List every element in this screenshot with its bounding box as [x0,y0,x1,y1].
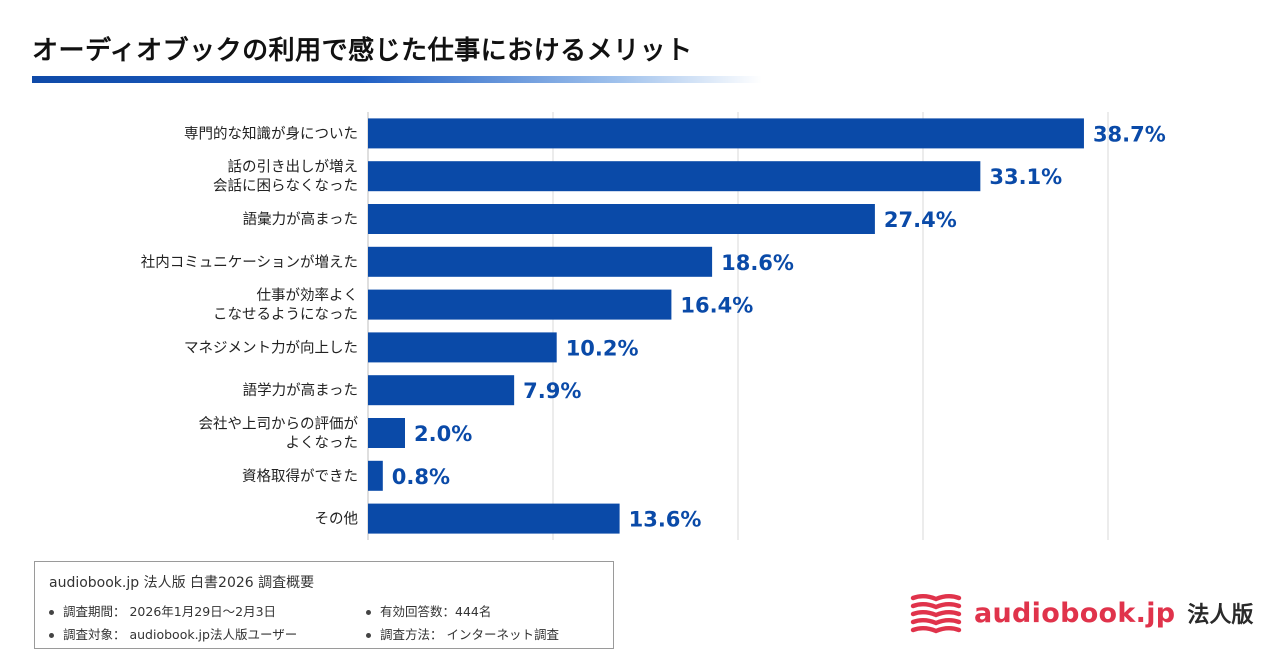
value-label: 16.4% [680,294,753,318]
survey-period-text: 調査期間： 2026年1月29日〜2月3日 [63,604,277,619]
value-label: 0.8% [392,465,450,489]
category-label: 仕事が効率よく [257,287,359,304]
survey-responses-text: 有効回答数：444名 [380,604,492,619]
bars [368,118,1084,534]
survey-responses: 有効回答数：444名 [366,601,491,620]
category-label: 語彙力が高まった [243,211,358,228]
logo-name: audiobook.jp [974,597,1176,629]
category-label: 専門的な知識が身についた [184,125,358,142]
category-label: 会話に困らなくなった [213,178,358,195]
bar [368,375,515,406]
category-label: 資格取得ができた [242,468,358,485]
bar [368,118,1084,149]
survey-summary-box: audiobook.jp 法人版 白書2026 調査概要 調査期間： 2026年… [34,561,614,649]
value-label: 18.6% [721,251,794,275]
value-label: 38.7% [1093,122,1166,146]
survey-method: 調査方法： インターネット調査 [366,624,559,643]
bar [368,332,557,363]
bullet-icon [366,633,371,638]
open-book-icon [910,594,962,634]
title-underline [32,76,762,83]
value-label: 33.1% [989,165,1062,189]
bar [368,204,875,234]
audiobook-logo: audiobook.jp 法人版 [910,592,1253,634]
labels: 38.7% 専門的な知識が身についた 33.1% 話の引き出しが増え会話に困らなくなっ… [141,122,1166,531]
value-label: 7.9% [523,379,581,403]
chart-title: オーディオブックの利用で感じた仕事におけるメリット [32,36,693,66]
category-label: よくなった [286,435,359,452]
bar [368,161,981,192]
survey-summary-title: audiobook.jp 法人版 白書2026 調査概要 [49,575,315,591]
category-label: マネジメント力が向上した [184,339,358,356]
bullet-icon [49,610,54,615]
bar [368,289,672,320]
bar [368,418,405,448]
bar-chart: 38.7% 専門的な知識が身についた 33.1% 話の引き出しが増え会話に困らなくなっ… [141,112,1166,540]
bar [368,503,620,534]
survey-period: 調査期間： 2026年1月29日〜2月3日 [49,601,276,620]
survey-target-text: 調査対象： audiobook.jp法人版ユーザー [63,627,298,642]
category-label: 会社や上司からの評価が [199,416,359,433]
bullet-icon [49,633,54,638]
category-label: こなせるようになった [213,306,358,323]
bar [368,246,713,277]
category-label: 社内コミュニケーションが増えた [141,254,358,271]
value-label: 27.4% [884,208,957,232]
value-label: 13.6% [629,508,702,532]
logo-suffix: 法人版 [1187,603,1254,628]
category-label: その他 [315,511,359,528]
bar [368,460,383,491]
value-label: 10.2% [566,336,639,360]
survey-target: 調査対象： audiobook.jp法人版ユーザー [49,624,297,643]
category-label: 語学力が高まった [243,382,358,399]
survey-method-text: 調査方法： インターネット調査 [380,627,559,642]
bullet-icon [366,610,371,615]
category-label: 話の引き出しが増え [228,159,359,176]
value-label: 2.0% [414,422,472,446]
